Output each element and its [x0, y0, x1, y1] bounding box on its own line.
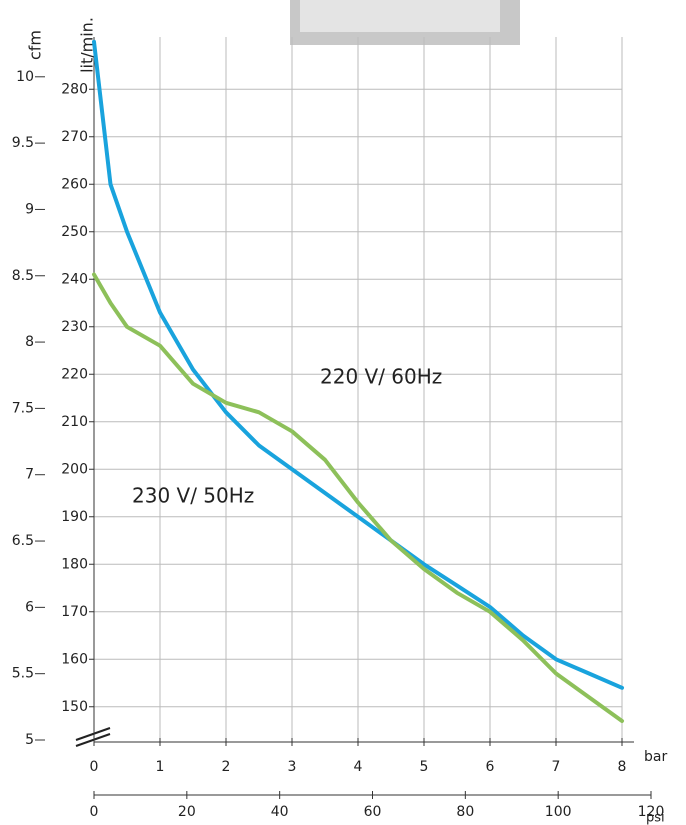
x2-tick-label: 0 — [90, 804, 99, 820]
y2-tick-label: 6.5 — [12, 533, 34, 549]
y2-tick-label: 9.5 — [12, 135, 34, 151]
x2-tick-label: 60 — [364, 804, 382, 820]
y-tick-label: 260 — [61, 176, 88, 192]
y-tick-label: 240 — [61, 271, 88, 287]
y-tick-label: 220 — [61, 366, 88, 382]
y-tick-label: 170 — [61, 604, 88, 620]
axis-break — [75, 727, 111, 747]
product-photo-panel — [300, 0, 500, 32]
x2-tick-label: 40 — [271, 804, 289, 820]
y-tick-label: 160 — [61, 651, 88, 667]
y2-tick-label: 8 — [25, 334, 34, 350]
x-tick-label: 5 — [420, 759, 429, 775]
x-tick-label: 1 — [156, 759, 165, 775]
y-tick-label: 230 — [61, 319, 88, 335]
x-tick-label: 4 — [354, 759, 363, 775]
x-tick-label: 2 — [222, 759, 231, 775]
y2-tick-label: 7 — [25, 467, 34, 483]
x2-tick-label: 80 — [456, 804, 474, 820]
x2-tick-label: 100 — [545, 804, 572, 820]
x-tick-label: 3 — [288, 759, 297, 775]
series-line — [92, 272, 624, 723]
x-tick-label: 8 — [618, 759, 627, 775]
x2-tick-label: 20 — [178, 804, 196, 820]
y2-tick-label: 10 — [16, 69, 34, 85]
y2-tick-label: 8.5 — [12, 268, 34, 284]
y-axis-label: lit/min. — [78, 17, 97, 73]
y-tick-label: 190 — [61, 509, 88, 525]
y-tick-label: 180 — [61, 556, 88, 572]
x-tick-label: 7 — [552, 759, 561, 775]
series-line — [92, 39, 624, 690]
y-tick-label: 150 — [61, 699, 88, 715]
y-tick-label: 280 — [61, 81, 88, 97]
y2-tick-label: 7.5 — [12, 400, 34, 416]
x2-axis-label: psi — [646, 811, 665, 825]
y2-tick-label: 6 — [25, 599, 34, 615]
y2-tick-label: 5 — [25, 732, 34, 748]
x2-tick-label: 120 — [638, 804, 665, 820]
y-tick-label: 250 — [61, 224, 88, 240]
series-label: 230 V/ 50Hz — [132, 484, 254, 508]
y-tick-label: 200 — [61, 461, 88, 477]
series-label: 220 V/ 60Hz — [320, 365, 442, 389]
x-tick-label: 6 — [486, 759, 495, 775]
y-tick-label: 270 — [61, 129, 88, 145]
y2-tick-label: 5.5 — [12, 666, 34, 682]
x-axis-label: bar — [644, 749, 667, 765]
y2-axis-label: cfm — [26, 30, 45, 60]
y-tick-label: 210 — [61, 414, 88, 430]
y2-tick-label: 9 — [25, 201, 34, 217]
x-tick-label: 0 — [90, 759, 99, 775]
